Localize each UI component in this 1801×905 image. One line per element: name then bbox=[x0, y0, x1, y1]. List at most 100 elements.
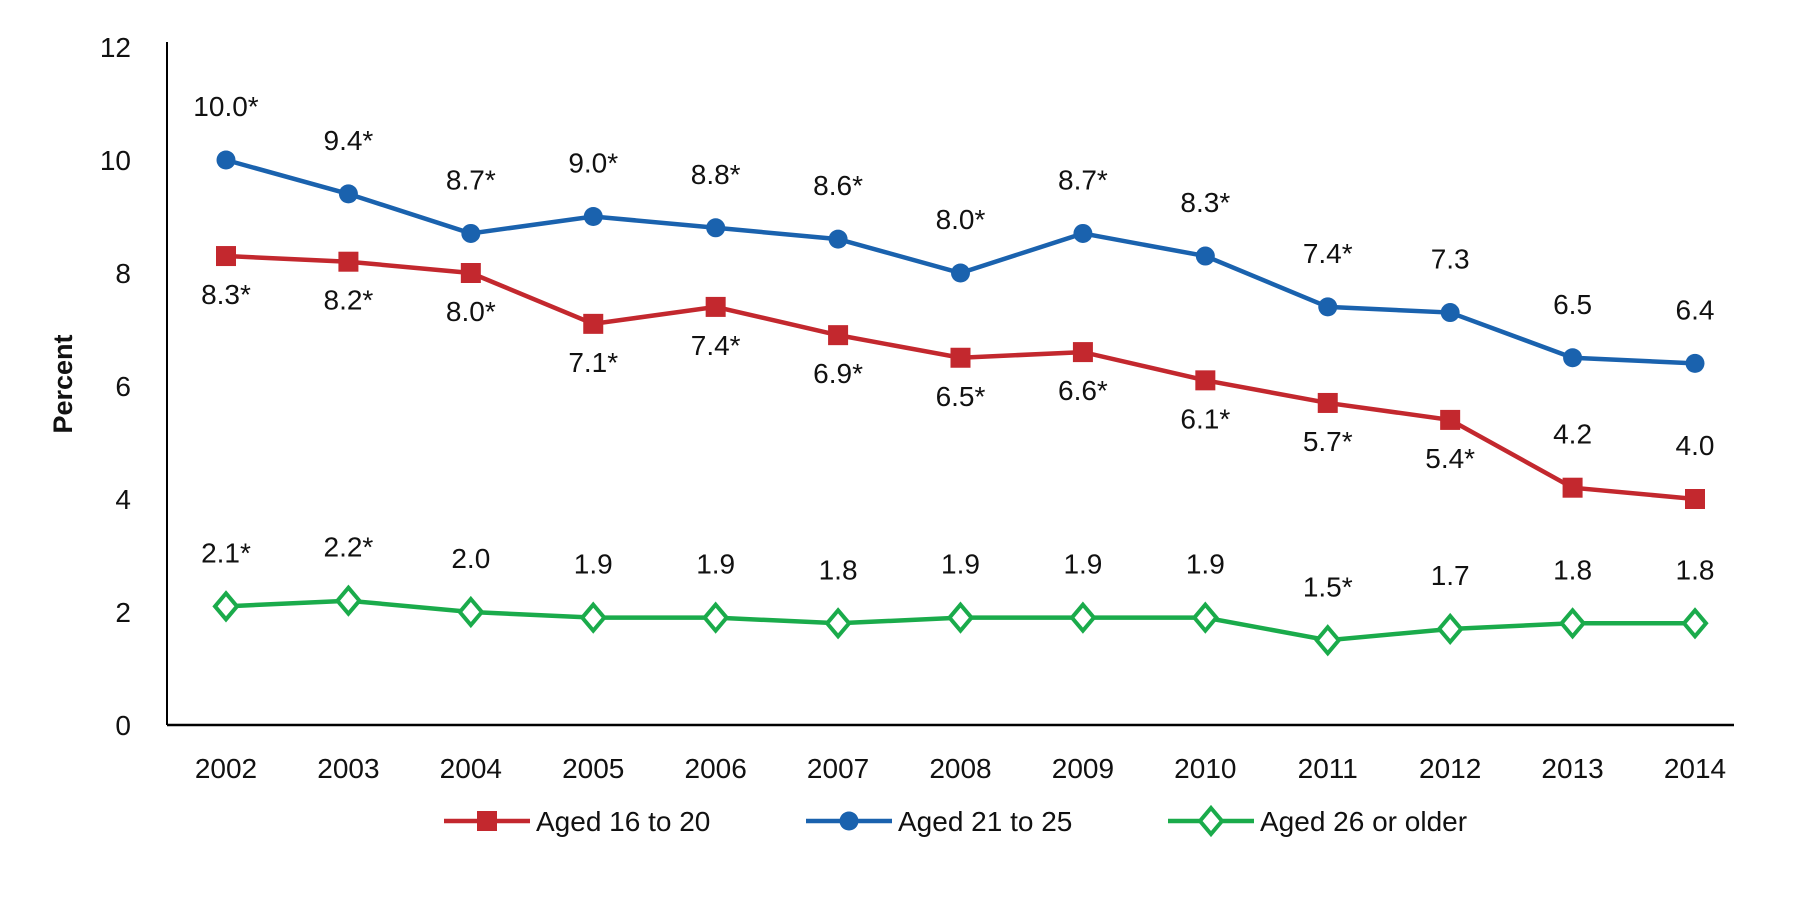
legend-label: Aged 26 or older bbox=[1260, 806, 1467, 837]
data-label: 6.5 bbox=[1553, 289, 1592, 320]
series-aged-21-to-25: 10.0* 9.4* 8.7* 9.0* 8.8* 8.6* 8.0* 8.7* 8.3* 7.4… bbox=[193, 91, 1714, 373]
data-label: 2.0 bbox=[451, 543, 490, 574]
data-label: 4.0 bbox=[1676, 430, 1715, 461]
data-label: 1.8 bbox=[1553, 554, 1592, 585]
x-tick-label: 2008 bbox=[929, 753, 991, 784]
data-point bbox=[1685, 353, 1705, 373]
y-tick-label: 12 bbox=[100, 32, 131, 63]
data-point bbox=[1318, 297, 1338, 317]
data-point bbox=[1440, 303, 1460, 323]
data-point bbox=[1562, 477, 1583, 498]
data-point bbox=[1558, 607, 1587, 640]
legend-label: Aged 16 to 20 bbox=[536, 806, 710, 837]
data-point bbox=[338, 184, 358, 204]
data-point bbox=[824, 607, 852, 640]
data-label: 1.7 bbox=[1431, 560, 1470, 591]
data-point bbox=[583, 207, 603, 226]
y-tick-label: 6 bbox=[115, 371, 131, 402]
data-point bbox=[457, 595, 485, 629]
legend-label: Aged 21 to 25 bbox=[898, 806, 1072, 837]
data-point bbox=[212, 590, 240, 623]
data-point bbox=[1073, 223, 1093, 243]
y-tick-label: 0 bbox=[115, 710, 131, 741]
data-label: 8.0* bbox=[446, 296, 496, 327]
data-point bbox=[334, 584, 363, 617]
data-point bbox=[706, 218, 726, 238]
data-point bbox=[950, 347, 971, 368]
legend-item: Aged 21 to 25 bbox=[806, 806, 1072, 837]
data-point bbox=[583, 313, 604, 334]
data-point bbox=[460, 263, 481, 283]
data-label: 9.4* bbox=[324, 125, 374, 156]
data-label: 1.5* bbox=[1303, 571, 1353, 602]
x-tick-label: 2002 bbox=[195, 753, 257, 784]
data-point bbox=[216, 246, 236, 267]
x-tick-label: 2013 bbox=[1541, 753, 1603, 784]
data-point bbox=[951, 263, 970, 283]
data-point bbox=[1317, 392, 1338, 413]
data-label: 6.1* bbox=[1180, 403, 1230, 434]
data-label: 1.9 bbox=[1063, 549, 1102, 580]
x-tick-label: 2014 bbox=[1664, 753, 1726, 784]
data-label: 5.4* bbox=[1425, 443, 1475, 474]
data-point bbox=[461, 223, 481, 243]
data-label: 6.5* bbox=[936, 381, 986, 412]
data-label: 1.9 bbox=[1186, 549, 1225, 580]
data-point bbox=[1436, 612, 1464, 646]
axes: 0 2 4 6 8 10 12 2002 2003 2004 2005 2006 2007 2008 200… bbox=[100, 32, 1734, 784]
series-aged-26-or-older: 2.1* 2.2* 2.0 1.9 1.9 1.8 1.9 1.9 1.9 1.5* 1.7 1.8 1… bbox=[201, 532, 1715, 657]
data-label: 8.2* bbox=[324, 285, 374, 316]
data-point bbox=[1195, 246, 1215, 266]
data-label: 8.8* bbox=[691, 159, 741, 190]
data-point bbox=[1314, 624, 1342, 657]
data-point bbox=[828, 325, 849, 346]
data-label: 7.3 bbox=[1431, 244, 1470, 275]
data-point bbox=[1440, 409, 1461, 430]
data-point bbox=[946, 601, 975, 634]
data-label: 10.0* bbox=[193, 91, 258, 122]
data-label: 9.0* bbox=[568, 148, 618, 179]
data-label: 5.7* bbox=[1303, 426, 1353, 457]
y-axis-label: Percent bbox=[48, 334, 78, 433]
x-tick-label: 2005 bbox=[562, 753, 624, 784]
data-point bbox=[1072, 342, 1093, 363]
data-label: 2.2* bbox=[324, 532, 374, 563]
data-label: 1.8 bbox=[819, 554, 858, 585]
data-label: 1.9 bbox=[574, 549, 613, 580]
data-point bbox=[828, 229, 848, 249]
legend-item: Aged 16 to 20 bbox=[444, 806, 710, 837]
data-point bbox=[1685, 489, 1705, 509]
data-label: 1.9 bbox=[696, 549, 735, 580]
series-aged-16-to-20: 8.3* 8.2* 8.0* 7.1* 7.4* 6.9* 6.5* 6.6* 6.1* 5.7*… bbox=[201, 246, 1714, 509]
data-label: 8.3* bbox=[1180, 187, 1230, 218]
legend-marker bbox=[1197, 804, 1225, 838]
data-label: 4.2 bbox=[1553, 419, 1592, 450]
legend-marker bbox=[477, 811, 497, 831]
data-point bbox=[579, 601, 607, 634]
legend: Aged 16 to 20 Aged 21 to 25 Aged 26 or old… bbox=[444, 804, 1467, 838]
data-label: 6.4 bbox=[1676, 294, 1715, 325]
x-tick-label: 2006 bbox=[685, 753, 747, 784]
data-label: 7.4* bbox=[691, 330, 741, 361]
data-label: 6.9* bbox=[813, 358, 863, 389]
data-label: 7.1* bbox=[568, 347, 618, 378]
data-point bbox=[1195, 370, 1216, 391]
data-label: 8.6* bbox=[813, 170, 863, 201]
data-label: 8.7* bbox=[446, 164, 496, 195]
data-label: 2.1* bbox=[201, 537, 251, 568]
data-label: 8.3* bbox=[201, 279, 251, 310]
y-tick-label: 2 bbox=[115, 597, 131, 628]
data-point bbox=[216, 150, 236, 170]
y-tick-label: 8 bbox=[115, 258, 131, 289]
x-tick-label: 2007 bbox=[807, 753, 869, 784]
data-point bbox=[1191, 601, 1219, 634]
data-label: 7.4* bbox=[1303, 238, 1353, 269]
data-label: 6.6* bbox=[1058, 375, 1108, 406]
data-point bbox=[338, 251, 359, 272]
x-tick-label: 2010 bbox=[1174, 753, 1236, 784]
data-point bbox=[1069, 601, 1097, 634]
data-label: 8.7* bbox=[1058, 164, 1108, 195]
x-tick-label: 2009 bbox=[1052, 753, 1114, 784]
series-group: 8.3* 8.2* 8.0* 7.1* 7.4* 6.9* 6.5* 6.6* 6.1* 5.7*… bbox=[193, 91, 1715, 657]
data-label: 1.8 bbox=[1676, 554, 1715, 585]
